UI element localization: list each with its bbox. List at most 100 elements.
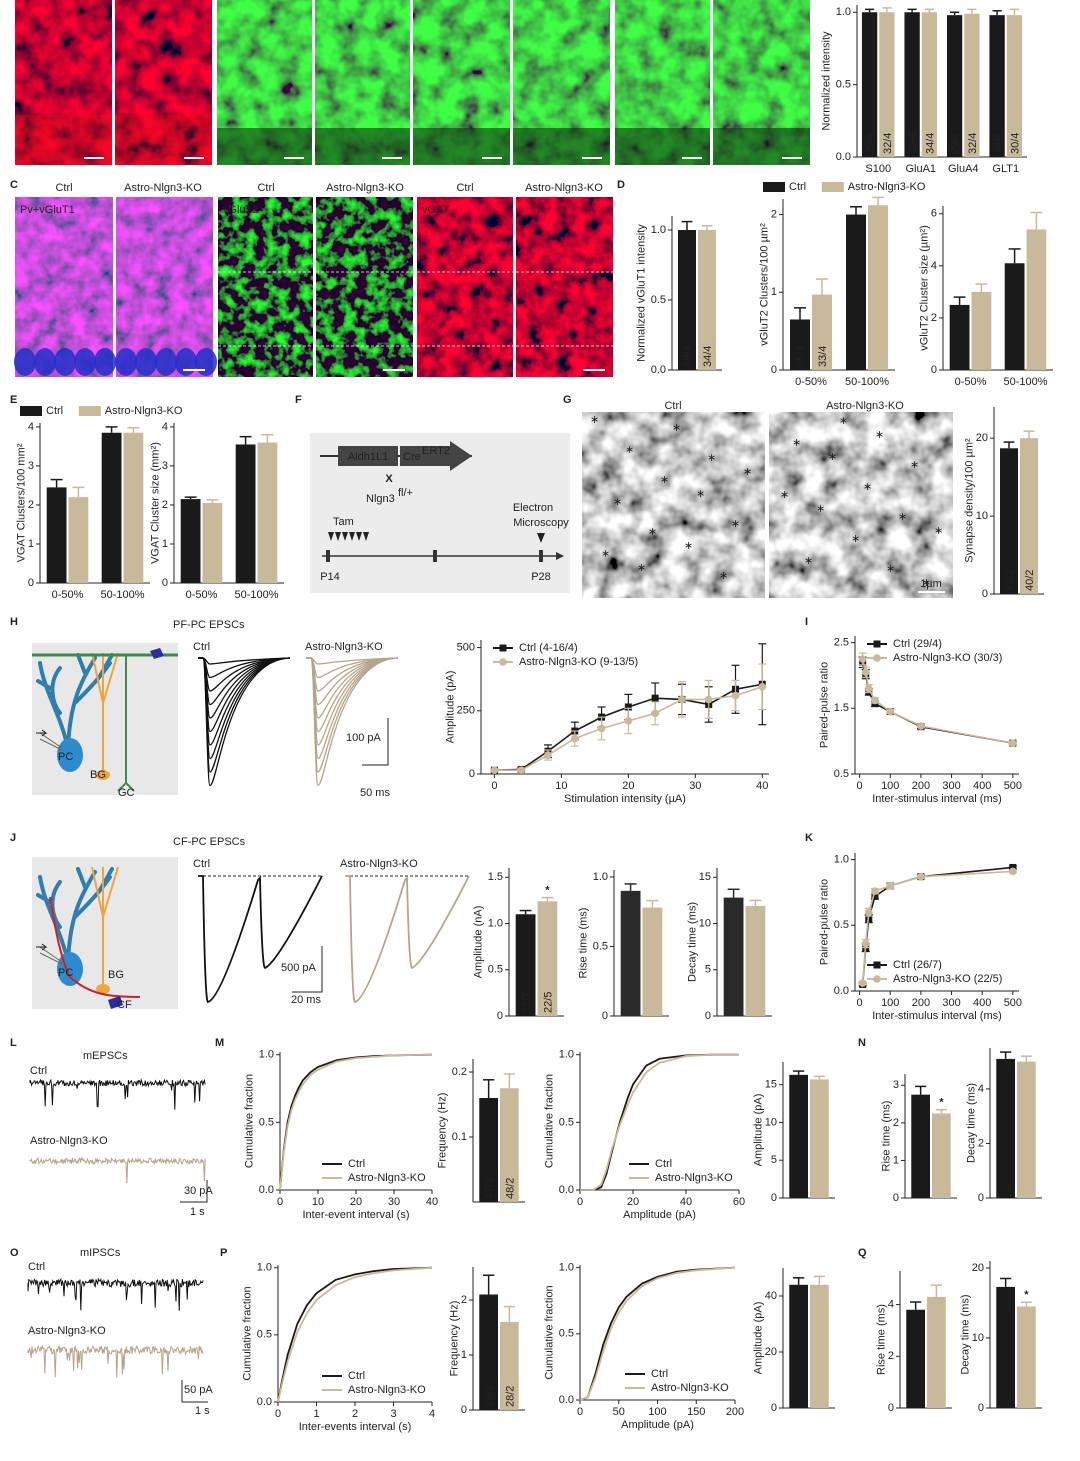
y-tick-label: 0.0 <box>559 1394 574 1406</box>
trace-label: Astro-Nlgn3-KO <box>305 641 383 653</box>
panel-letter: G <box>563 394 572 406</box>
legend-label: Astro-Nlgn3-KO <box>348 1172 426 1184</box>
bar <box>698 230 716 370</box>
data-point <box>864 684 873 693</box>
micrograph <box>516 197 613 377</box>
panel-letter: Q <box>858 1247 867 1259</box>
x-axis-label: Amplitude (pA) <box>623 1209 696 1221</box>
x-tick-label: 0-50% <box>795 376 827 388</box>
data-point <box>490 766 499 775</box>
synapse-marker: ∗ <box>934 525 943 537</box>
bergmann-soma <box>96 984 110 994</box>
x-tick-label: 500 <box>1004 780 1022 792</box>
n-label: 34/4 <box>702 346 714 367</box>
cell-layer <box>513 128 610 165</box>
cell-body <box>74 348 96 376</box>
n-label: 48/2 <box>504 1178 516 1199</box>
x-tick-label: 0 <box>857 780 863 792</box>
y-tick-label: 0 <box>931 364 937 376</box>
y-tick-label: 0.0 <box>836 151 851 163</box>
synapse-marker: ∗ <box>672 422 681 434</box>
y-tick-label: 0 <box>978 1402 984 1414</box>
allele-label: Nlgn3 <box>366 493 395 505</box>
miniature-trace <box>29 1078 206 1110</box>
panel-letter: P <box>220 1247 227 1259</box>
cell-label: PC <box>58 967 73 979</box>
legend-marker <box>873 640 881 648</box>
bar <box>964 13 980 157</box>
y-tick-label: 0.5 <box>559 1116 574 1128</box>
x-tick-label: 20 <box>622 780 634 792</box>
allele-superscript: fl/+ <box>398 487 413 499</box>
bar <box>946 15 963 158</box>
y-tick-label: 0 <box>461 1404 467 1416</box>
end-label: P28 <box>531 571 551 583</box>
y-axis-label: Rise time (ms) <box>577 908 589 979</box>
epsc-trace <box>198 657 291 665</box>
stim-arrow <box>36 729 48 737</box>
y-tick-label: 0.5 <box>836 79 851 91</box>
bar <box>996 1058 1015 1198</box>
data-point <box>871 696 879 705</box>
data-point <box>917 872 925 881</box>
data-point <box>624 717 633 725</box>
significance-marker: * <box>545 885 550 897</box>
y-tick-label: 0.5 <box>834 919 849 931</box>
data-point <box>570 734 579 743</box>
significance-marker: * <box>939 1097 944 1109</box>
bar <box>537 901 558 1016</box>
synapse-marker: ∗ <box>851 533 860 545</box>
bar <box>812 294 832 370</box>
x-tick-label: 1 <box>313 1408 319 1420</box>
micrograph <box>316 197 413 377</box>
y-tick-label: 10 <box>972 1332 984 1344</box>
legend-swatch <box>821 182 844 192</box>
legend-label: Ctrl (29/4) <box>893 638 942 650</box>
data-point <box>886 882 895 890</box>
n-label: 29/4 <box>865 133 877 154</box>
panel-letter: L <box>10 1037 17 1049</box>
y-tick-label: 20 <box>976 432 988 444</box>
trace-label: Astro-Nlgn3-KO <box>340 858 418 870</box>
n-label: 30/4 <box>1009 133 1021 154</box>
cell-body <box>115 348 137 376</box>
y-tick-label: 0.0 <box>257 1396 272 1408</box>
x-axis-label: Amplitude (pA) <box>621 1419 694 1431</box>
bar <box>879 12 895 157</box>
bar <box>500 1322 519 1410</box>
bar <box>904 12 920 157</box>
x-tick-label: 100 <box>881 780 899 792</box>
y-axis-label: Frequency (Hz) <box>436 1093 448 1169</box>
trace-label: Astro-Nlgn3-KO <box>30 1135 108 1147</box>
timeline-tick <box>326 550 330 562</box>
bar <box>123 432 144 583</box>
bar <box>620 890 641 1016</box>
legend-label: Astro-Nlgn3-KO <box>848 181 926 193</box>
y-tick-label: 40 <box>765 1290 777 1302</box>
cell-body <box>195 348 217 376</box>
bar <box>745 905 766 1016</box>
y-axis-label: Paired-pulse ratio <box>818 662 830 748</box>
epsc-trace <box>198 657 291 773</box>
y-axis-label: Amplitude (nA) <box>472 906 484 979</box>
trace-label: CF-PC EPSCs <box>173 836 246 848</box>
y-tick-label: 0 <box>469 768 475 780</box>
epsc-trace <box>198 657 291 733</box>
y-tick-label: 1.0 <box>593 871 608 883</box>
y-axis-label: Normalized intensity <box>820 31 832 131</box>
bar <box>642 907 663 1016</box>
stain-label: Pv+vGluT1 <box>20 204 75 216</box>
column-label: Ctrl <box>55 182 72 194</box>
timeline-tick <box>433 550 437 562</box>
cell-body <box>94 348 116 376</box>
y-tick-label: 0 <box>893 1192 899 1204</box>
synapse-marker: ∗ <box>648 526 657 538</box>
x-tick-label: 200 <box>726 1406 744 1418</box>
y-tick-label: 2 <box>931 312 937 324</box>
legend-label: Astro-Nlgn3-KO <box>655 1172 733 1184</box>
data-point <box>704 695 713 704</box>
x-tick-label: 50-100% <box>845 376 889 388</box>
x-tick-label: 500 <box>1004 997 1022 1009</box>
bar <box>515 914 536 1016</box>
data-point <box>886 707 895 716</box>
